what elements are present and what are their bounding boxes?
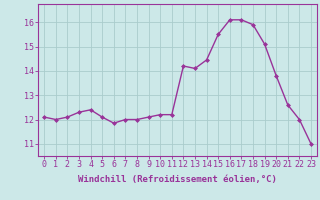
X-axis label: Windchill (Refroidissement éolien,°C): Windchill (Refroidissement éolien,°C): [78, 175, 277, 184]
